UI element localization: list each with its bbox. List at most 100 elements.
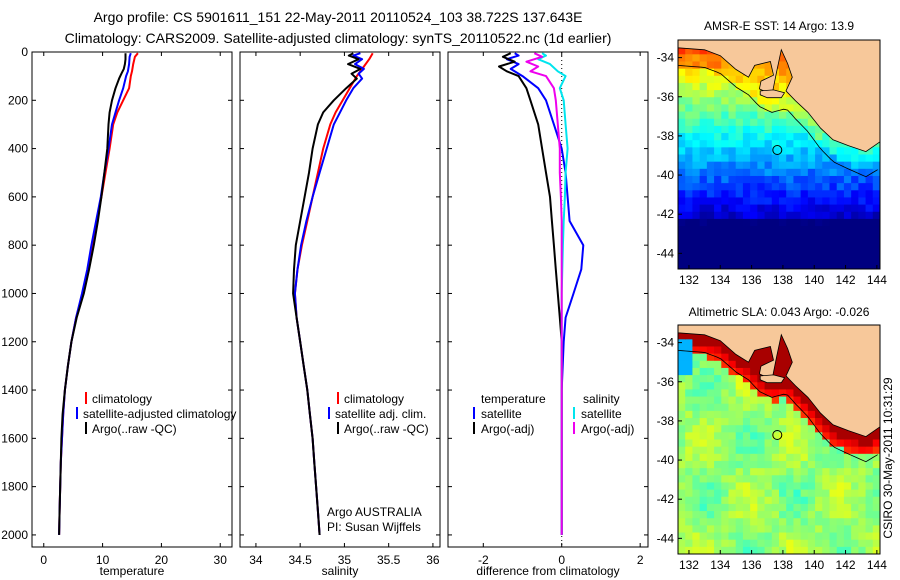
grid-cell [836,240,845,249]
grid-cell [714,140,722,148]
grid-cell [721,61,730,70]
grid-cell [807,218,816,227]
grid-cell [750,511,758,519]
grid-cell [771,154,780,163]
grid-cell [836,460,845,469]
grid-cell [815,133,823,141]
grid-cell [822,211,831,220]
grid-cell [843,468,852,476]
grid-cell [815,460,823,469]
grid-cell [757,403,766,412]
grid-cell [786,489,795,498]
grid-cell [714,482,722,491]
grid-cell [685,532,694,541]
grid-cell [872,453,880,462]
timestamp-stamp: CSIRO 30-May-2011 10:31:29 [881,377,895,539]
grid-cell [750,425,758,433]
grid-cell [771,453,780,462]
series-line-temperature-satellite [505,52,585,535]
grid-cell [678,183,686,191]
grid-cell [757,468,766,476]
series-line-argo-raw-qc [58,53,127,535]
grid-cell [714,133,722,141]
grid-cell [807,539,816,548]
grid-cell [779,118,787,127]
grid-cell [699,226,708,234]
grid-cell [735,468,744,476]
y-tick-label: -36 [657,375,675,389]
grid-cell [822,247,831,256]
grid-cell [728,140,737,148]
grid-cell [800,539,809,548]
grid-cell [714,453,722,462]
grid-cell [692,382,701,391]
grid-cell [692,154,701,163]
grid-cell [678,410,686,419]
grid-cell [706,468,715,476]
grid-cell [742,154,751,163]
grid-cell [872,233,880,241]
x-tick-label: 36 [426,553,440,567]
grid-cell [699,418,708,426]
grid-cell [714,218,722,227]
grid-cell [706,396,715,405]
grid-cell [757,140,766,148]
grid-cell [843,539,852,548]
grid-cell [800,475,809,484]
grid-cell [685,489,694,498]
grid-cell [764,175,773,184]
grid-cell [800,168,809,177]
grid-cell [678,247,686,256]
grid-cell [742,410,751,419]
grid-cell [779,403,787,412]
grid-cell [764,425,773,433]
grid-cell [685,197,694,206]
grid-cell [735,140,744,148]
grid-cell [865,183,874,191]
grid-cell [807,233,816,241]
grid-cell [771,147,780,156]
grid-cell [714,489,722,498]
grid-cell [721,468,730,476]
grid-cell [764,161,773,170]
grid-cell [685,353,694,362]
grid-cell [843,532,852,541]
grid-cell [685,432,694,441]
grid-cell [750,489,758,498]
series-line-climatology [58,52,139,535]
grid-cell [742,518,751,526]
grid-cell [728,475,737,484]
kangaroo-island [759,89,786,99]
grid-cell [815,525,823,534]
grid-cell [728,183,737,191]
grid-cell [779,489,787,498]
grid-cell [692,546,701,554]
grid-cell [843,197,852,206]
grid-cell [779,147,787,156]
grid-cell [793,104,802,113]
grid-cell [735,233,744,241]
grid-cell [699,503,708,512]
grid-cell [779,468,787,476]
grid-cell [829,190,838,199]
grid-cell [771,140,780,148]
x-tick-label: 0 [558,553,565,567]
series-line-satellite-adjusted-climatology [58,52,132,535]
grid-cell [692,425,701,433]
grid-cell [800,197,809,206]
grid-cell [822,532,831,541]
grid-cell [865,439,874,448]
x-tick-label: 35.5 [377,553,401,567]
grid-cell [865,190,874,199]
grid-cell [735,418,744,426]
grid-cell [865,261,874,269]
grid-cell [779,460,787,469]
grid-cell [714,161,722,170]
grid-cell [764,410,773,419]
grid-cell [692,432,701,441]
grid-cell [786,175,795,184]
grid-cell [800,125,809,134]
grid-cell [858,446,867,455]
grid-cell [822,511,831,519]
grid-cell [793,482,802,491]
